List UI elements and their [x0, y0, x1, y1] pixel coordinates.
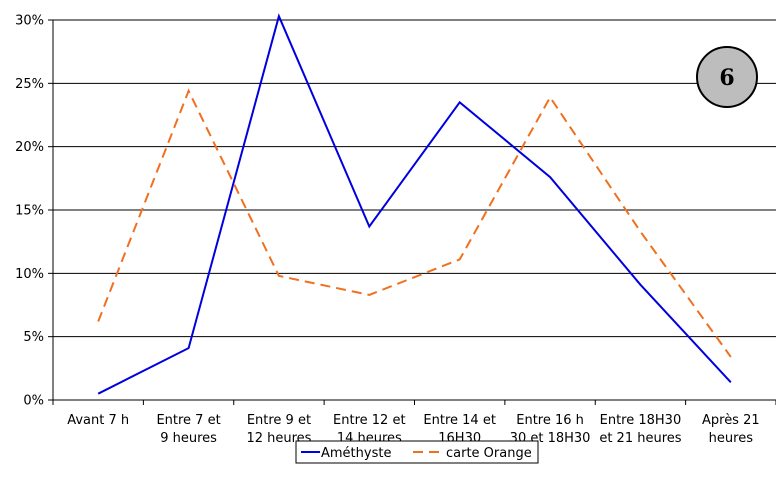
legend-label: carte Orange [446, 446, 532, 461]
series-line-amethyste [97, 13, 732, 395]
x-tick-label-line: Entre 9 et [247, 413, 311, 428]
x-tick-label: Entre 7 et 9 heures [156, 413, 220, 446]
x-tick-label-line: Entre 12 et [333, 413, 406, 428]
x-tick-label: Entre 9 et 12 heures [246, 413, 311, 446]
y-tick-label: 30% [15, 14, 44, 29]
x-tick-label: Entre 18H30 et 21 heures [599, 413, 681, 446]
axes [52, 20, 776, 405]
x-tick-label: Après 21 heures [702, 413, 760, 446]
x-tick-label-line: Entre 14 et [423, 413, 496, 428]
series-lines [97, 13, 732, 395]
y-tick-label: 15% [15, 204, 44, 219]
legend-label: Améthyste [321, 446, 391, 461]
x-tick-label-line: Entre 18H30 [600, 413, 682, 428]
x-tick-label-line: 12 heures [246, 431, 311, 446]
x-tick-label: Avant 7 h [67, 413, 129, 428]
legend: Améthyste carte Orange [295, 440, 539, 464]
y-tick-label: 25% [15, 77, 44, 92]
x-tick-label-line: 9 heures [160, 431, 217, 446]
y-tick-label: 5% [23, 330, 44, 345]
y-tick-label: 10% [15, 267, 44, 282]
x-tick-label-line: Avant 7 h [67, 413, 129, 428]
number-badge: 6 [696, 46, 758, 108]
x-tick-label-line: Entre 16 h [516, 413, 584, 428]
x-tick-label-line: Après 21 [702, 413, 760, 428]
badge-circle [696, 46, 758, 108]
x-tick-label-line: heures [709, 431, 754, 446]
badge-number: 6 [719, 65, 734, 91]
series-line-carte-orange [97, 88, 732, 358]
y-tick-labels: 0% 5% 10% 15% 20% 25% 30% [15, 14, 53, 409]
x-tick-label-line: Entre 7 et [156, 413, 220, 428]
y-tick-label: 0% [23, 394, 44, 409]
gridlines [53, 19, 776, 338]
x-tick-label-line: et 21 heures [599, 431, 681, 446]
y-tick-label: 20% [15, 140, 44, 155]
